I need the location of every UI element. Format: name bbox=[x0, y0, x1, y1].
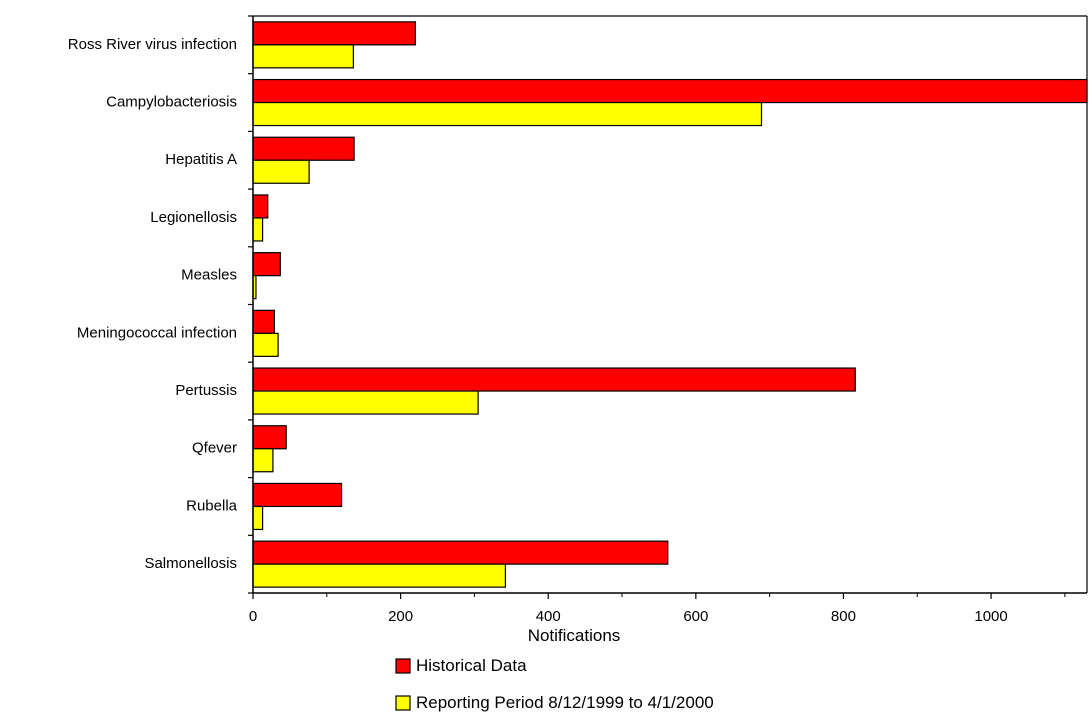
bar-historical-meningococcal-infection bbox=[252, 309, 276, 334]
bar-historical-legionellosis bbox=[252, 194, 269, 219]
bar-historical-campylobacteriosis bbox=[252, 78, 1088, 104]
bar-reporting-period-meningococcal-infection bbox=[252, 332, 279, 357]
legend-label: Historical Data bbox=[416, 656, 527, 675]
x-tick-label: 0 bbox=[249, 608, 257, 625]
category-label: Meningococcal infection bbox=[77, 324, 237, 341]
bar-reporting-period-legionellosis bbox=[252, 217, 264, 242]
bar-historical-hepatitis-a bbox=[252, 136, 355, 161]
bar-reporting-period-ross-river-virus-infection bbox=[252, 44, 354, 69]
category-label: Campylobacteriosis bbox=[106, 94, 237, 111]
category-label: Salmonellosis bbox=[144, 555, 237, 572]
bar-historical-salmonellosis bbox=[252, 540, 669, 565]
y-axis: Ross River virus infection Campylobacteri… bbox=[68, 15, 254, 594]
bar-reporting-period-salmonellosis bbox=[252, 563, 507, 588]
bar-historical-ross-river-virus-infection bbox=[252, 21, 416, 46]
category-label: Qfever bbox=[192, 440, 237, 457]
bar-reporting-period-rubella bbox=[252, 505, 264, 531]
x-axis-title: Notifications bbox=[528, 626, 621, 645]
x-tick-label: 800 bbox=[831, 608, 856, 625]
bar-reporting-period-campylobacteriosis bbox=[252, 101, 763, 127]
legend-item-reporting-period: Reporting Period 8/12/1999 to 4/1/2000 bbox=[395, 693, 714, 712]
category-label: Pertussis bbox=[175, 382, 237, 399]
bar-reporting-period-hepatitis-a bbox=[252, 159, 310, 184]
category-label: Ross River virus infection bbox=[68, 36, 237, 53]
bar-historical-measles bbox=[252, 252, 281, 277]
category-label: Legionellosis bbox=[150, 209, 237, 226]
category-label: Measles bbox=[181, 267, 237, 284]
bar-historical-qfever bbox=[252, 425, 287, 450]
x-tick-label: 1000 bbox=[974, 608, 1007, 625]
x-tick-label: 400 bbox=[536, 608, 561, 625]
bars-group bbox=[252, 21, 1088, 588]
bar-historical-pertussis bbox=[252, 367, 856, 392]
legend-item-historical: Historical Data bbox=[395, 656, 527, 675]
bar-reporting-period-qfever bbox=[252, 448, 274, 473]
plot-area bbox=[253, 15, 1088, 593]
legend-swatch bbox=[395, 658, 411, 674]
legend-label: Reporting Period 8/12/1999 to 4/1/2000 bbox=[416, 693, 714, 712]
bar-reporting-period-pertussis bbox=[252, 390, 479, 415]
x-tick-label: 200 bbox=[388, 608, 413, 625]
category-label: Hepatitis A bbox=[165, 151, 237, 168]
legend-swatch bbox=[395, 695, 411, 711]
x-axis: 0 200 400 600 800 1000 bbox=[249, 592, 1087, 625]
bar-historical-rubella bbox=[252, 482, 343, 508]
legend: Historical Data Reporting Period 8/12/199… bbox=[395, 656, 714, 712]
x-tick-label: 600 bbox=[683, 608, 708, 625]
category-label: Rubella bbox=[186, 497, 238, 514]
